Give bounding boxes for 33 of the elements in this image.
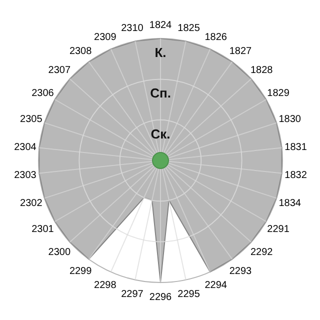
spoke-label: 2306 bbox=[32, 88, 54, 99]
spoke-label: 2295 bbox=[178, 289, 200, 300]
spoke-label: 2309 bbox=[94, 32, 117, 43]
spoke-label: 2305 bbox=[20, 114, 43, 125]
spoke-label: 1829 bbox=[267, 88, 290, 99]
spoke-label: 2291 bbox=[267, 224, 290, 235]
spoke-label: 2300 bbox=[48, 247, 71, 258]
spoke-label: 2299 bbox=[69, 266, 92, 278]
spoke-label: 2308 bbox=[69, 46, 92, 57]
spoke-label: 1830 bbox=[278, 114, 302, 125]
y-tick-label: Сп. bbox=[150, 86, 171, 101]
spoke-label: 1827 bbox=[229, 46, 252, 57]
spoke-label: 2293 bbox=[229, 266, 252, 278]
spoke-label: 1824 bbox=[149, 20, 172, 31]
spoke-label: 2310 bbox=[121, 22, 144, 34]
spoke-label: 1825 bbox=[178, 22, 200, 34]
y-tick-label: К. bbox=[154, 45, 166, 60]
spoke-label: 2307 bbox=[48, 65, 71, 76]
spoke-label: 2301 bbox=[32, 224, 54, 235]
spoke-label: 1832 bbox=[284, 170, 308, 182]
y-tick-label: Ск. bbox=[150, 126, 170, 142]
spoke-label: 1828 bbox=[250, 65, 274, 76]
spoke-label: 1826 bbox=[204, 32, 228, 43]
spoke-label: 2296 bbox=[149, 292, 172, 303]
spoke-label: 1834 bbox=[278, 198, 302, 210]
spoke-label: 2298 bbox=[94, 280, 117, 292]
spoke-label: 2302 bbox=[20, 198, 43, 210]
spoke-label: 1831 bbox=[284, 142, 308, 153]
spoke-label: 2297 bbox=[121, 289, 144, 300]
spoke-label: 2304 bbox=[14, 142, 37, 153]
spoke-label: 2303 bbox=[14, 170, 37, 182]
spoke-label: 2292 bbox=[250, 247, 274, 258]
spoke-label: 2294 bbox=[204, 280, 228, 292]
